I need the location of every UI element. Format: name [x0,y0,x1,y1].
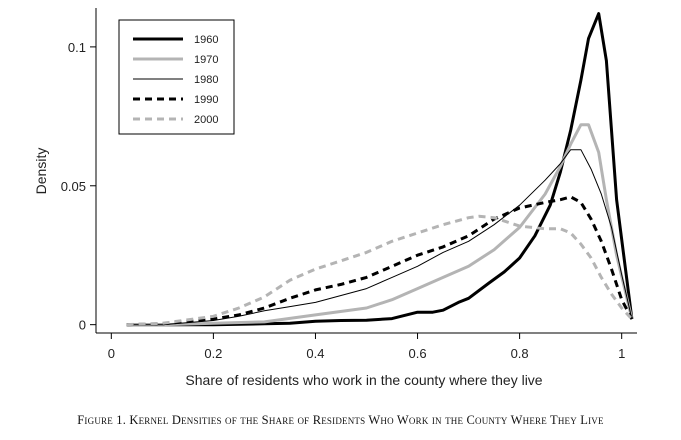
figure-caption: Figure 1. Kernel Densities of the Share … [77,413,604,427]
legend-label-1990: 1990 [194,94,218,106]
series-line-1970 [126,123,634,327]
x-tick-label: 0.4 [306,346,324,361]
y-axis: 0 0.05 0.1 [61,40,96,333]
series-lines [126,12,634,327]
x-tick-label: 1 [618,346,625,361]
chart-canvas: 0 0.2 0.4 0.6 0.8 1 0 0.05 0.1 1960 1970 1980 1990… [33,8,637,388]
legend-label-2000: 2000 [194,114,218,126]
x-axis-label: Share of residents who work in the count… [185,372,542,388]
y-tick-label: 0.1 [68,40,86,55]
series-line-2000 [126,214,634,327]
legend-label-1980: 1980 [194,74,218,86]
plot-frame [95,8,637,334]
x-tick-label: 0.2 [204,346,222,361]
y-tick-label: 0.05 [61,179,86,194]
series-line-1990 [126,195,634,327]
y-tick-label: 0 [79,318,86,333]
x-tick-label: 0 [108,346,115,361]
legend: 1960 1970 1980 1990 2000 [118,19,235,135]
x-axis: 0 0.2 0.4 0.6 0.8 1 [108,333,625,361]
x-tick-label: 0.8 [511,346,529,361]
series-line-1980 [126,149,633,326]
x-tick-label: 0.6 [408,346,426,361]
legend-label-1970: 1970 [194,54,218,66]
series-line-1960 [126,12,634,327]
legend-label-1960: 1960 [194,34,218,46]
y-axis-label: Density [33,148,49,195]
